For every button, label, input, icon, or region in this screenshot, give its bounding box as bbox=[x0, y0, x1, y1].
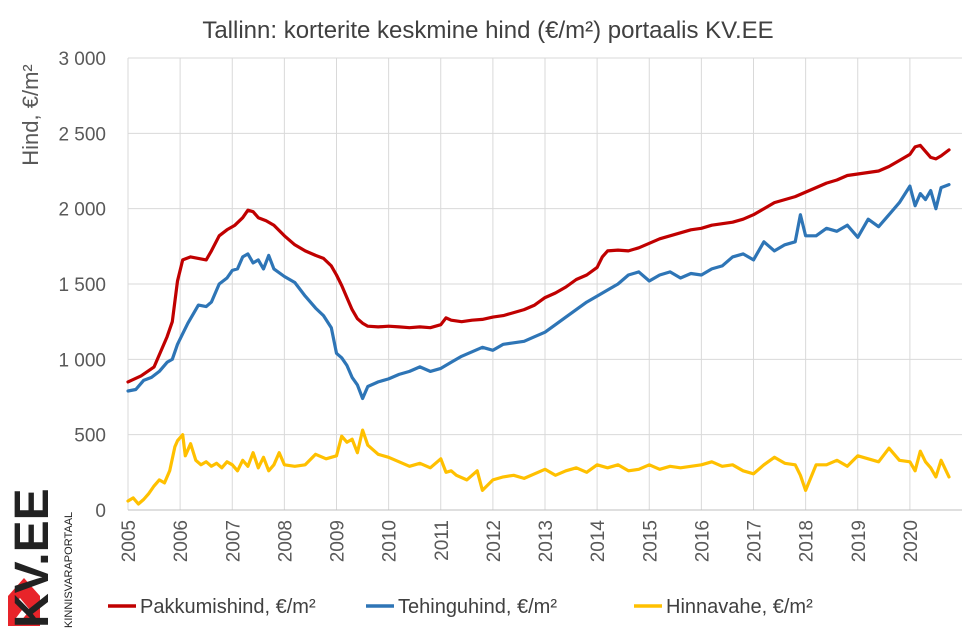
y-axis-label: Hind, €/m² bbox=[18, 64, 43, 165]
x-tick-label: 2010 bbox=[380, 520, 401, 562]
x-tick-label: 2006 bbox=[171, 520, 192, 562]
kvee-logo: KV.EE KINNISVARAPORTAAL bbox=[6, 488, 75, 628]
x-tick-label: 2019 bbox=[849, 520, 870, 562]
x-tick-label: 2009 bbox=[328, 520, 349, 562]
y-tick-labels: 0 500 1 000 1 500 2 000 2 500 3 000 bbox=[58, 49, 106, 522]
y-tick-label: 1 000 bbox=[58, 350, 106, 371]
x-tick-label: 2005 bbox=[119, 520, 140, 562]
legend-label: Hinnavahe, €/m² bbox=[666, 596, 813, 618]
legend-label: Pakkumishind, €/m² bbox=[140, 596, 316, 618]
y-tick-label: 0 bbox=[95, 501, 106, 522]
x-tick-label: 2015 bbox=[640, 520, 661, 562]
series-line-1 bbox=[126, 143, 951, 384]
y-tick-label: 2 000 bbox=[58, 200, 106, 221]
x-tick-label: 2020 bbox=[901, 520, 922, 562]
y-tick-label: 3 000 bbox=[58, 49, 106, 70]
logo-brand: KV.EE bbox=[6, 488, 59, 628]
house-icon bbox=[8, 578, 40, 626]
x-tick-label: 2018 bbox=[797, 520, 818, 562]
x-tick-labels: 2005 2006 2007 2008 2009 2010 2011 2012 2013 2014… bbox=[119, 520, 922, 563]
legend-label: Tehinguhind, €/m² bbox=[398, 596, 557, 618]
y-tick-label: 500 bbox=[74, 426, 106, 447]
x-tick-label: 2017 bbox=[745, 520, 766, 562]
legend: Pakkumishind, €/m² Tehinguhind, €/m² Hinna… bbox=[108, 596, 813, 618]
y-tick-label: 1 500 bbox=[58, 275, 106, 296]
x-tick-label: 2016 bbox=[692, 520, 713, 562]
y-tick-label: 2 500 bbox=[58, 124, 106, 145]
x-tick-label: 2007 bbox=[223, 520, 244, 562]
x-tick-label: 2012 bbox=[484, 520, 505, 562]
logo-tagline: KINNISVARAPORTAAL bbox=[63, 512, 75, 628]
x-tick-label: 2008 bbox=[275, 520, 296, 562]
x-tick-label: 2011 bbox=[432, 520, 453, 561]
series-lines bbox=[126, 143, 951, 506]
series-line-2 bbox=[126, 183, 951, 401]
chart-title: Tallinn: korterite keskmine hind (€/m²) … bbox=[202, 17, 773, 44]
gridlines bbox=[127, 57, 962, 511]
x-tick-label: 2013 bbox=[536, 520, 557, 562]
series-line-3 bbox=[126, 428, 951, 506]
house-arrow-icon bbox=[16, 598, 30, 622]
x-tick-label: 2014 bbox=[588, 520, 609, 563]
